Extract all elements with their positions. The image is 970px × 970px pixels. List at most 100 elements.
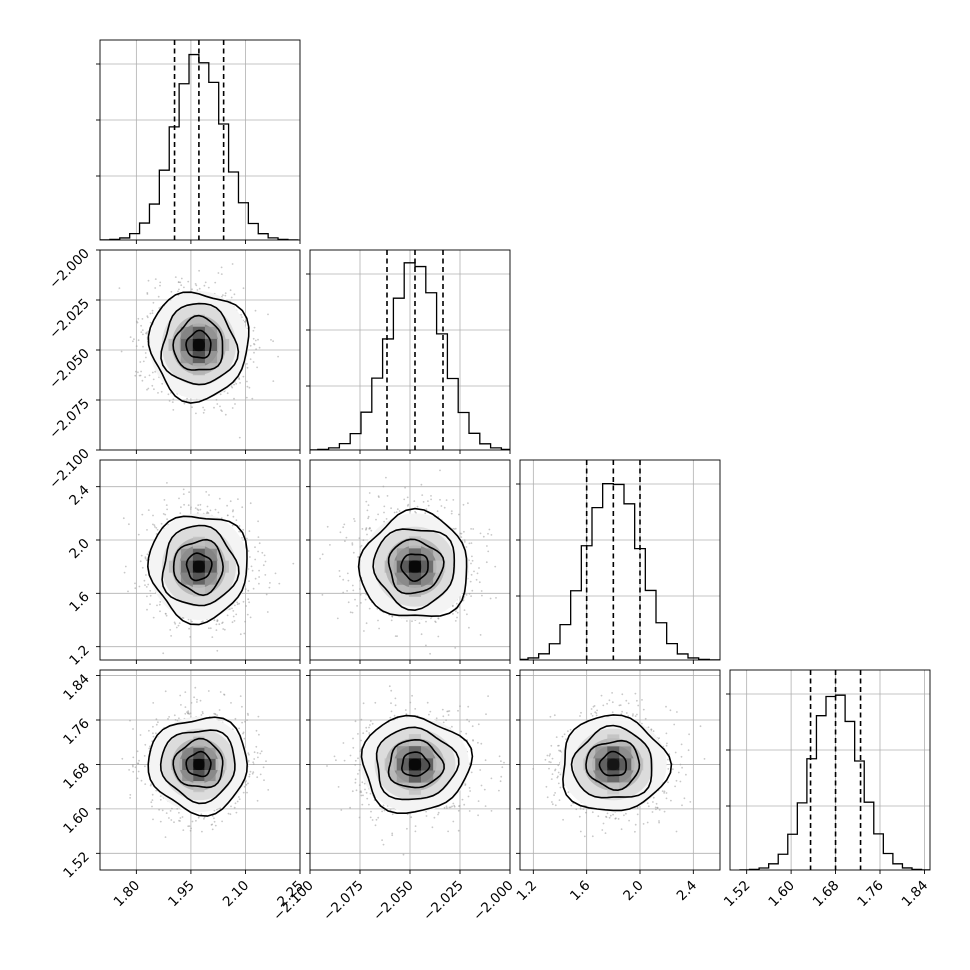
scatter-point (365, 528, 367, 531)
scatter-point (583, 835, 586, 838)
scatter-point (677, 771, 680, 774)
scatter-point (406, 827, 408, 830)
scatter-point (197, 509, 200, 512)
density-cell (421, 560, 434, 573)
scatter-point (257, 756, 259, 759)
scatter-point (370, 529, 373, 532)
scatter-point (264, 560, 267, 563)
scatter-point (469, 790, 471, 792)
scatter-point (437, 617, 440, 620)
scatter-point (369, 816, 372, 819)
scatter-point (342, 742, 345, 744)
scatter-point (159, 281, 162, 284)
scatter-point (396, 508, 399, 511)
scatter-point (673, 723, 676, 726)
scatter-point (129, 719, 131, 722)
scatter-point (441, 708, 444, 711)
scatter-point (439, 498, 441, 501)
scatter-point (166, 482, 168, 484)
scatter-point (249, 556, 251, 558)
scatter-point (477, 814, 479, 817)
scatter-point (269, 582, 271, 584)
scatter-point (160, 390, 163, 393)
x-tick-label-p3-0: 1.52 (721, 878, 754, 911)
scatter-point (151, 312, 154, 314)
contour-level-0 (400, 751, 431, 777)
scatter-point (145, 559, 148, 562)
panel-3-1 (306, 669, 511, 874)
scatter-point (259, 752, 262, 755)
scatter-point (213, 809, 216, 812)
scatter-point (452, 613, 454, 615)
scatter-point (463, 803, 466, 806)
scatter-point (597, 815, 600, 818)
scatter-point (430, 498, 432, 501)
scatter-point (562, 818, 564, 821)
panel-frame (99, 459, 301, 661)
scatter-point (182, 493, 185, 495)
scatter-point (178, 717, 180, 720)
scatter-point (636, 806, 639, 809)
scatter-point (127, 523, 130, 526)
panel-frame (729, 669, 931, 871)
scatter-point (681, 804, 683, 807)
density-cell (204, 758, 216, 770)
scatter-point (248, 386, 251, 389)
scatter-point (703, 758, 706, 760)
scatter-point (378, 627, 380, 630)
scatter-point (200, 714, 203, 716)
density-cell (421, 758, 434, 771)
scatter-point (606, 702, 608, 705)
scatter-point (160, 231, 162, 233)
scatter-point (161, 382, 164, 385)
scatter-point (464, 783, 467, 785)
scatter-point (152, 702, 155, 704)
scatter-point (611, 711, 614, 714)
scatter-point (658, 821, 660, 824)
contour-level-2 (159, 729, 236, 805)
scatter-point (681, 766, 683, 769)
density-cell (396, 572, 409, 585)
scatter-point (429, 652, 431, 655)
scatter-point (231, 621, 234, 624)
scatter-point (199, 503, 202, 506)
scatter-point (251, 397, 254, 400)
scatter-point (206, 505, 209, 508)
scatter-point (146, 608, 148, 611)
scatter-point (351, 611, 354, 614)
scatter-point (238, 796, 240, 798)
scatter-point (208, 627, 210, 630)
scatter-point (155, 789, 158, 792)
scatter-point (231, 407, 234, 409)
scatter-point (650, 728, 653, 731)
scatter-point (362, 702, 365, 705)
scatter-point (250, 565, 253, 568)
scatter-point (389, 716, 392, 719)
scatter-point (156, 604, 158, 607)
scatter-point (413, 500, 416, 502)
scatter-point (359, 588, 361, 590)
scatter-point (357, 773, 359, 775)
scatter-point (500, 760, 502, 762)
scatter-point (442, 715, 445, 718)
scatter-point (197, 504, 200, 506)
scatter-point (470, 528, 472, 530)
scatter-point (414, 825, 417, 827)
scatter-point (465, 732, 468, 735)
scatter-point (257, 520, 259, 523)
panel-3-2 (516, 669, 721, 874)
scatter-point (143, 579, 146, 582)
scatter-point (420, 633, 423, 636)
scatter-point (687, 749, 690, 752)
histogram-p1 (310, 262, 510, 450)
scatter-point (171, 401, 174, 403)
scatter-point (457, 809, 460, 812)
scatter-point (437, 635, 440, 638)
density-cell (408, 572, 421, 585)
scatter-point (149, 321, 152, 324)
panel-0-0 (96, 39, 301, 244)
scatter-point (625, 712, 628, 714)
scatter-point (140, 331, 143, 333)
scatter-point (370, 810, 372, 813)
scatter-point (654, 806, 657, 809)
